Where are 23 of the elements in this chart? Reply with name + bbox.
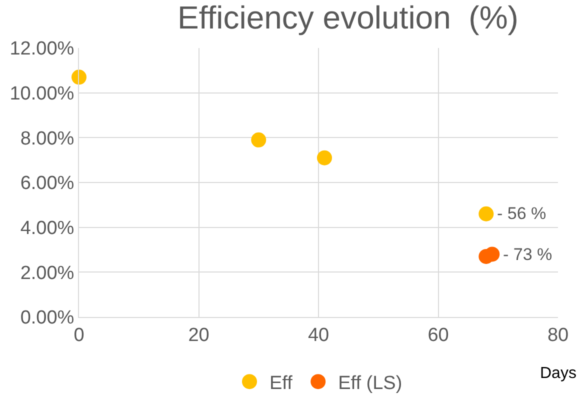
x-tick-label: 40 (308, 324, 330, 346)
y-tick-label: 10.00% (10, 83, 74, 104)
chart-title: Efficiency evolution (%) (178, 0, 518, 36)
x-tick-label: 80 (547, 324, 569, 346)
legend-label: Eff (LS) (338, 372, 402, 394)
y-tick-label: 4.00% (20, 218, 74, 239)
x-tick-label: 0 (74, 324, 84, 346)
annotation: - 56 % (497, 204, 546, 223)
x-axis-title: Days (540, 365, 576, 382)
point (484, 246, 500, 262)
y-tick-label: 2.00% (20, 262, 74, 284)
annotation: - 73 % (503, 245, 552, 264)
y-tick-label: 8.00% (20, 128, 74, 150)
legend-label: Eff (270, 372, 294, 394)
point (316, 150, 332, 166)
y-tick-label: 0.00% (20, 308, 74, 329)
point (251, 132, 266, 148)
y-tick-label: 12.00% (10, 38, 74, 60)
x-tick-label: 60 (428, 324, 449, 346)
point (72, 70, 86, 85)
y-tick-label: 6.00% (20, 173, 74, 194)
x-tick-label: 20 (188, 324, 210, 346)
point (478, 206, 494, 222)
